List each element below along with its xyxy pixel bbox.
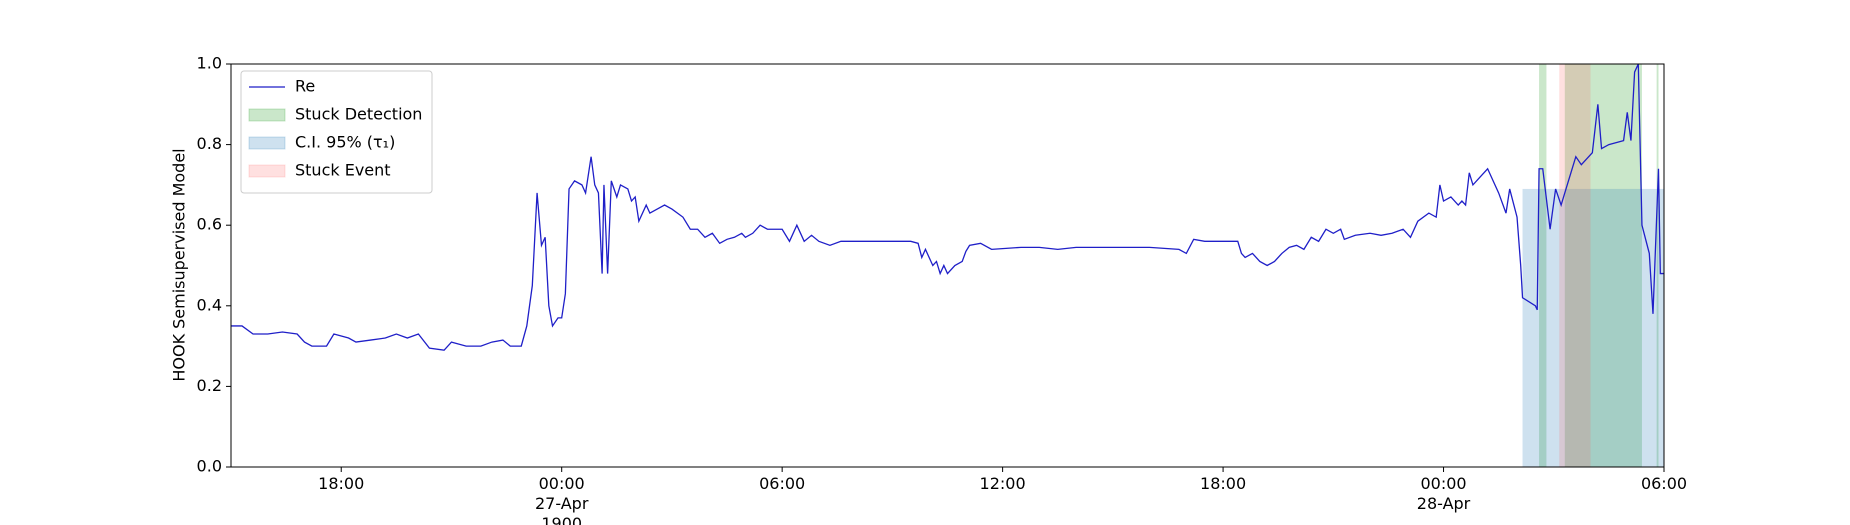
y-tick-label: 0.4	[197, 295, 222, 314]
span	[1522, 188, 1664, 467]
legend-patch	[248, 108, 286, 122]
line	[231, 63, 1664, 351]
x-tick-label: 18:00	[1200, 474, 1247, 493]
legend-label: Re	[295, 77, 315, 96]
x-tick-label: 00:00 27-Apr 1900	[534, 474, 589, 525]
y-tick-label: 0.2	[197, 376, 222, 395]
x-tick-label: 06:00	[759, 474, 806, 493]
x-tick-label: 12:00	[979, 474, 1026, 493]
legend-label: Stuck Event	[295, 161, 391, 180]
legend-label: Stuck Detection	[295, 105, 422, 124]
y-tick-label: 0.0	[197, 457, 222, 476]
span	[1559, 64, 1591, 467]
y-tick-label: 0.6	[197, 215, 222, 234]
plot-frame	[230, 63, 1665, 468]
legend-patch	[248, 136, 286, 150]
legend-box	[240, 70, 433, 194]
span	[1539, 64, 1547, 467]
x-tick-label: 06:00	[1640, 474, 1688, 493]
y-tick-label: 1.0	[197, 54, 222, 73]
legend-label: C.I. 95% (τ₁)	[295, 133, 395, 152]
y-axis-label: HOOK Semisupervised Model	[170, 148, 189, 381]
y-tick-label: 0.8	[197, 134, 222, 153]
x-tick-label: 00:00 28-Apr	[1416, 474, 1471, 513]
span	[1656, 64, 1659, 467]
x-tick-label: 18:00	[318, 474, 365, 493]
legend-patch	[248, 164, 286, 178]
